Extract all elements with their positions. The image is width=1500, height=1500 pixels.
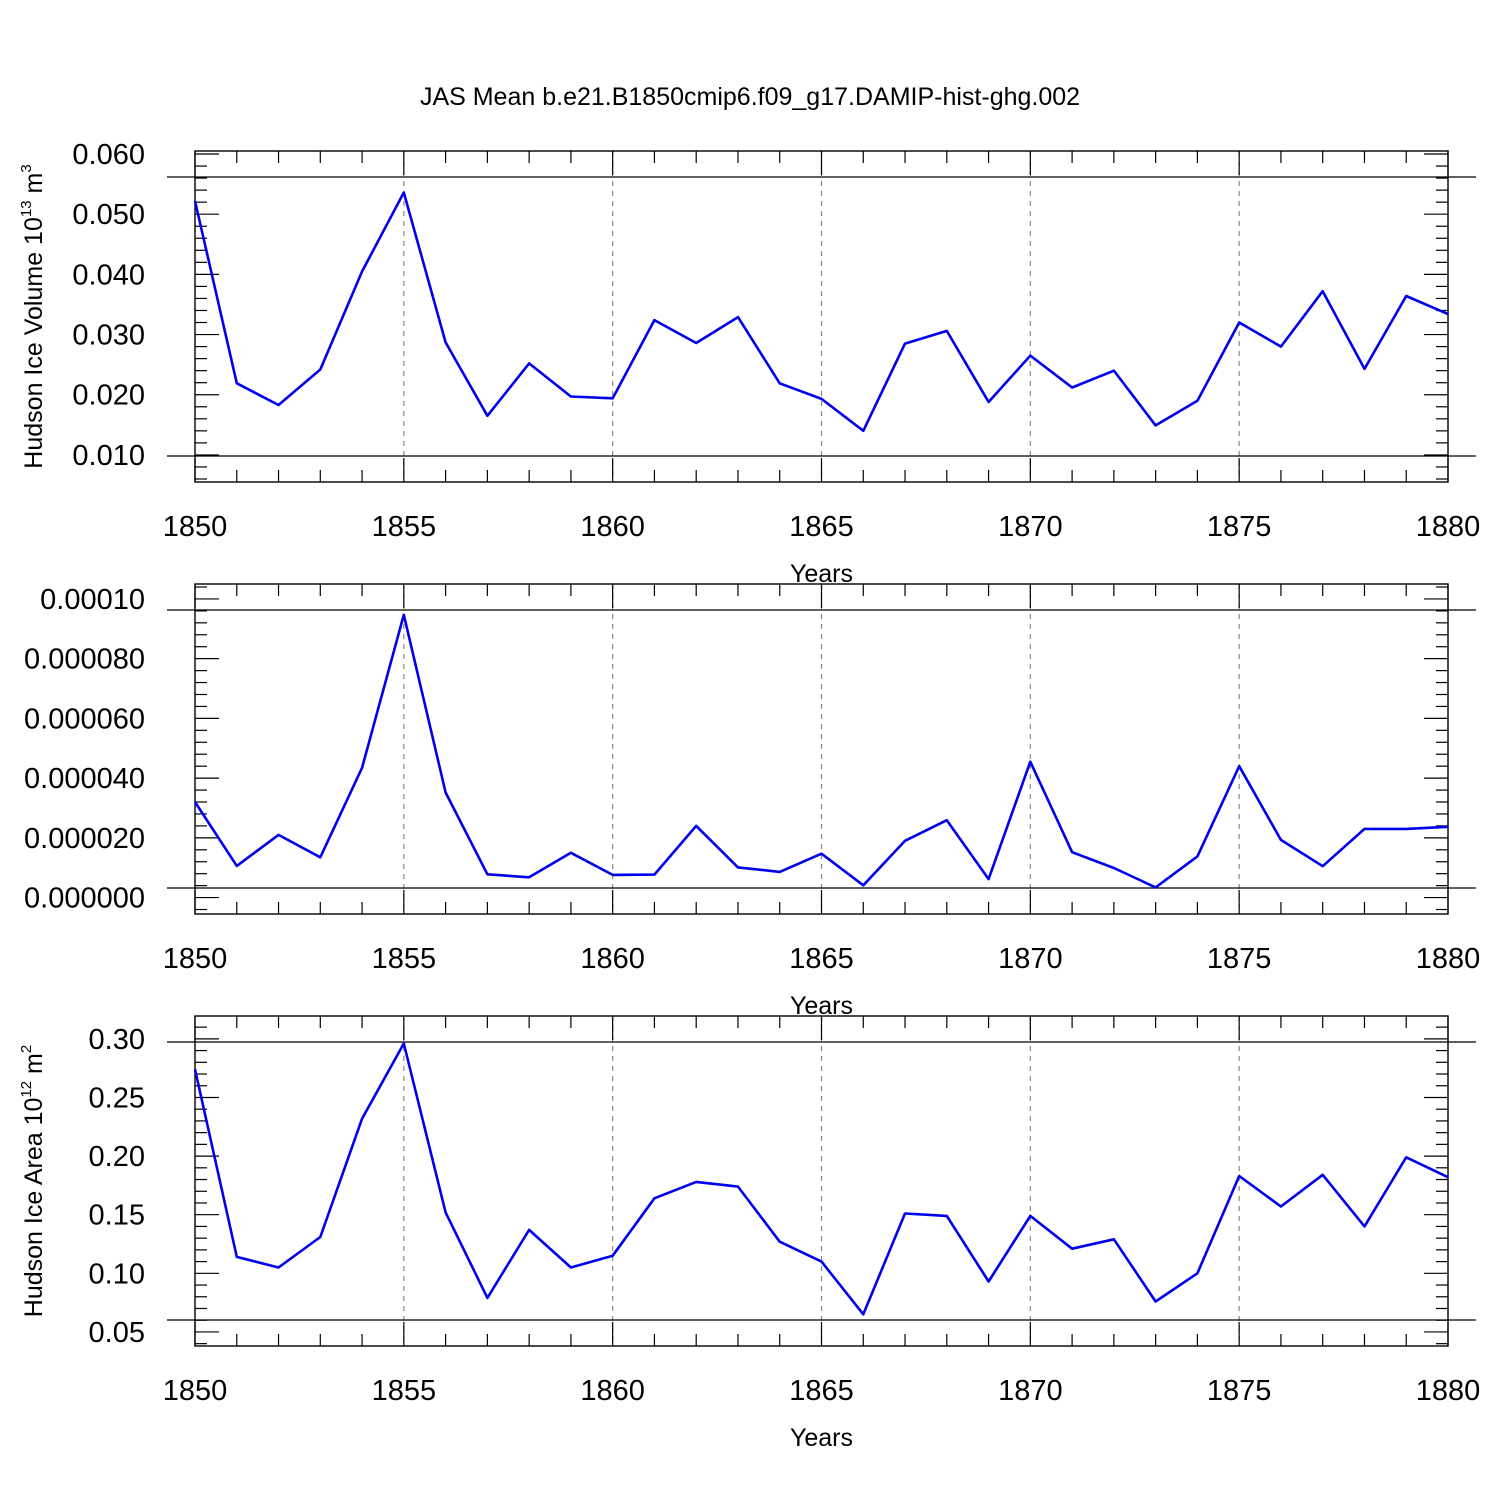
x-tick-label: 1875 bbox=[1207, 1375, 1272, 1407]
x-tick-label: 1870 bbox=[998, 1375, 1063, 1407]
y-tick-label: 0.000080 bbox=[24, 644, 145, 676]
x-tick-label: 1855 bbox=[372, 1375, 437, 1407]
y-axis-title: Hudson Ice Volume 1013 m3 bbox=[18, 164, 48, 468]
x-tick-label: 1880 bbox=[1416, 1375, 1481, 1407]
y-tick-label: 0.010 bbox=[72, 440, 145, 472]
x-axis-title: Years bbox=[790, 1424, 853, 1452]
series-line bbox=[193, 613, 1449, 889]
y-tick-label: 0.05 bbox=[89, 1317, 145, 1349]
x-tick-label: 1850 bbox=[163, 1375, 228, 1407]
series-line bbox=[193, 191, 1449, 433]
y-tick-label: 0.20 bbox=[89, 1141, 145, 1173]
x-tick-label: 1865 bbox=[789, 511, 854, 543]
y-tick-label: 0.000040 bbox=[24, 763, 145, 795]
y-tick-label: 0.000000 bbox=[24, 883, 145, 915]
y-tick-label: 0.10 bbox=[89, 1258, 145, 1290]
x-tick-label: 1855 bbox=[372, 943, 437, 975]
series-line bbox=[193, 1042, 1449, 1316]
x-tick-label: 1850 bbox=[163, 943, 228, 975]
figure-title: JAS Mean b.e21.B1850cmip6.f09_g17.DAMIP-… bbox=[420, 83, 1080, 111]
panel-middle-series: 1850 1855 1860 1865 1870 1875 1880Years0.00000… bbox=[24, 583, 1481, 1020]
y-tick-label: 0.020 bbox=[72, 380, 145, 412]
x-tick-label: 1860 bbox=[580, 511, 645, 543]
panel-ice-volume: 1850 1855 1860 1865 1870 1875 1880Years0.0100.… bbox=[18, 139, 1480, 588]
panel-ice-area: 1850 1855 1860 1865 1870 1875 1880 Years 0.05 0.1… bbox=[18, 1015, 1481, 1452]
y-tick-label: 0.030 bbox=[72, 320, 145, 352]
x-tick-label: 1865 bbox=[789, 943, 854, 975]
y-tick-label: 0.060 bbox=[72, 139, 145, 171]
y-tick-label: 0.000060 bbox=[24, 703, 145, 735]
x-tick-label: 1875 bbox=[1207, 943, 1272, 975]
y-tick-label: 0.30 bbox=[89, 1024, 145, 1056]
y-axis-title: Hudson Ice Area 1012 m2 bbox=[18, 1045, 48, 1317]
y-tick-label: 0.040 bbox=[72, 259, 145, 291]
y-tick-label: 0.15 bbox=[89, 1200, 145, 1232]
y-tick-label: 0.00010 bbox=[40, 584, 145, 616]
y-tick-label: 0.050 bbox=[72, 199, 145, 231]
x-tick-label: 1875 bbox=[1207, 511, 1272, 543]
y-tick-label: 0.25 bbox=[89, 1082, 145, 1114]
x-tick-label: 1850 bbox=[163, 511, 228, 543]
x-tick-label: 1865 bbox=[789, 1375, 854, 1407]
x-tick-label: 1880 bbox=[1416, 511, 1481, 543]
y-tick-label: 0.000020 bbox=[24, 823, 145, 855]
x-tick-label: 1855 bbox=[372, 511, 437, 543]
x-tick-label: 1870 bbox=[998, 511, 1063, 543]
x-tick-label: 1880 bbox=[1416, 943, 1481, 975]
x-tick-label: 1870 bbox=[998, 943, 1063, 975]
x-tick-label: 1860 bbox=[580, 1375, 645, 1407]
x-tick-label: 1860 bbox=[580, 943, 645, 975]
